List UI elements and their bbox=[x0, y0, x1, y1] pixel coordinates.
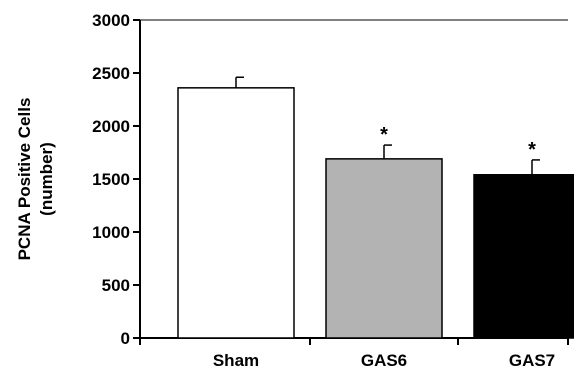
y-tick-label-3000: 3000 bbox=[92, 11, 130, 30]
y-axis-title-line-2: (number) bbox=[37, 142, 56, 216]
significance-marker-gas7: * bbox=[528, 139, 536, 161]
y-tick-label-2500: 2500 bbox=[92, 64, 130, 83]
y-axis-title: PCNA Positive Cells (number) bbox=[15, 98, 56, 261]
x-tick-label-gas7: GAS7 bbox=[509, 351, 555, 370]
y-tick-label-0: 0 bbox=[121, 329, 130, 348]
x-tick-label-gas6: GAS6 bbox=[361, 351, 407, 370]
x-tick-label-sham: Sham bbox=[213, 351, 259, 370]
y-tick-label-500: 500 bbox=[102, 276, 130, 295]
significance-marker-gas6: * bbox=[380, 124, 388, 146]
bar-gas6 bbox=[325, 158, 443, 339]
plot-area: 0 500 1000 1500 2000 2500 3000 Sham * GAS6 * GAS7 bbox=[92, 11, 574, 370]
bar-sham bbox=[177, 87, 295, 339]
bar-gas7 bbox=[473, 174, 574, 339]
y-tick-label-2000: 2000 bbox=[92, 117, 130, 136]
y-tick-label-1000: 1000 bbox=[92, 223, 130, 242]
y-tick-label-1500: 1500 bbox=[92, 170, 130, 189]
y-axis-title-line-1: PCNA Positive Cells bbox=[15, 98, 34, 261]
